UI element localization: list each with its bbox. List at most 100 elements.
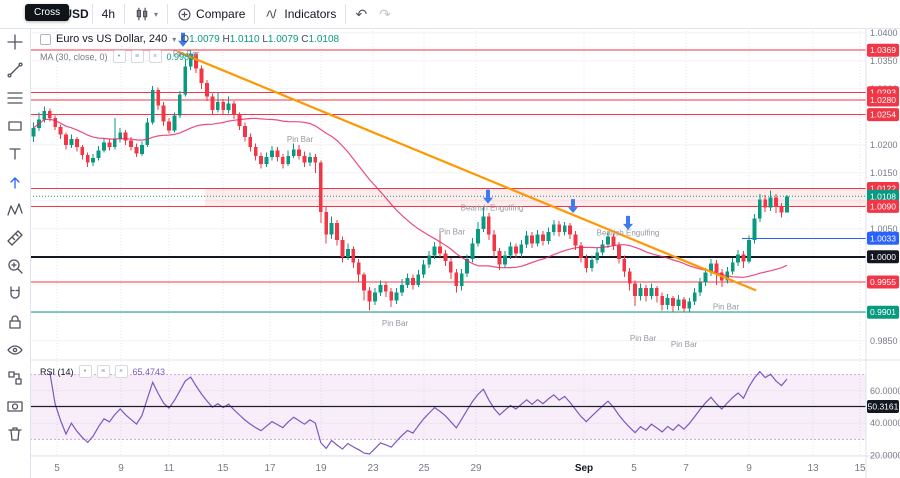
tool-zoom-in[interactable] <box>0 252 30 280</box>
svg-text:1.0350: 1.0350 <box>870 56 898 66</box>
object-tree-icon <box>8 371 22 385</box>
svg-text:1.0108: 1.0108 <box>870 191 896 201</box>
svg-text:20.0000: 20.0000 <box>870 451 900 461</box>
rsi-legend[interactable]: RSI (14) • ≡ × 65.4743 <box>40 365 165 378</box>
arrow-marker-icon <box>10 177 20 189</box>
tool-xabcd-pattern[interactable] <box>0 196 30 224</box>
svg-text:1.0200: 1.0200 <box>870 140 898 150</box>
ma-value: 0.9983 <box>166 51 195 62</box>
rsi-remove-icon[interactable]: × <box>114 365 128 378</box>
svg-text:1.0050: 1.0050 <box>870 224 898 234</box>
compare-icon <box>178 8 191 20</box>
indicators-label: Indicators <box>284 7 337 21</box>
tool-rectangle[interactable] <box>0 112 30 140</box>
svg-text:11: 11 <box>164 463 175 474</box>
ohlc-key: L <box>262 33 268 45</box>
svg-text:1.0033: 1.0033 <box>870 233 896 243</box>
svg-text:Pin Bar: Pin Bar <box>287 135 314 144</box>
zoom-in-icon <box>8 259 23 274</box>
legend-source-icon <box>40 33 51 45</box>
tool-trend-line[interactable] <box>0 56 30 84</box>
indicators-button[interactable]: Indicators <box>258 0 342 28</box>
ma-legend[interactable]: MA (30, close, 0) • ≡ × 0.9983 <box>40 50 194 63</box>
tool-lock[interactable] <box>0 308 30 336</box>
compare-button[interactable]: Compare <box>171 0 251 28</box>
rsi-settings-icon[interactable]: ≡ <box>96 365 110 378</box>
main-legend[interactable]: Euro vs US Dollar, 240 ▾ O1.0079 H1.0110… <box>40 33 339 45</box>
tool-camera[interactable] <box>0 392 30 420</box>
toolbar-separator <box>254 4 256 24</box>
ma-line <box>33 117 788 278</box>
svg-text:0.9850: 0.9850 <box>870 336 898 346</box>
ma-label: MA (30, close, 0) <box>40 51 108 62</box>
undo-button[interactable]: ↶ <box>355 5 368 22</box>
svg-text:Sep: Sep <box>575 463 593 474</box>
top-toolbar: EURUSD 4h ▾ Compare Indicators ↶ ↷ <box>0 0 900 29</box>
price-chart[interactable]: Pin Bar Pin Bar Pin Bar Pin Bar Pin Bar Pin B… <box>30 28 900 478</box>
tool-crosshair[interactable] <box>0 28 30 56</box>
svg-text:1.0280: 1.0280 <box>870 95 896 105</box>
chart-canvas[interactable]: Pin Bar Pin Bar Pin Bar Pin Bar Pin Bar Pin B… <box>30 28 900 478</box>
ma-settings-icon[interactable]: ≡ <box>130 50 144 63</box>
trendline <box>177 50 757 292</box>
svg-text:19: 19 <box>315 463 327 474</box>
tool-text[interactable] <box>0 140 30 168</box>
svg-text:0.9901: 0.9901 <box>870 307 896 317</box>
interval-button[interactable]: 4h <box>101 7 116 21</box>
svg-text:Pin Bar: Pin Bar <box>382 319 409 328</box>
svg-text:7: 7 <box>683 463 689 474</box>
annotation-labels: Pin Bar Pin Bar Pin Bar Pin Bar Pin Bar Pin B… <box>173 49 740 349</box>
svg-text:Bearish Engulfing: Bearish Engulfing <box>461 203 524 212</box>
ohlc-key: O <box>181 33 190 45</box>
svg-text:1.0000: 1.0000 <box>870 252 896 262</box>
svg-text:40.0000: 40.0000 <box>870 418 900 428</box>
ma-hide-icon[interactable]: • <box>112 50 126 63</box>
rectangle-icon <box>8 121 22 131</box>
rsi-value: 65.4743 <box>132 366 166 377</box>
toolbar-separator <box>124 4 126 24</box>
ohlc-value: 1.0079 <box>267 33 299 45</box>
tool-magnet[interactable] <box>0 280 30 308</box>
rsi-hide-icon[interactable]: • <box>78 365 92 378</box>
svg-text:5: 5 <box>54 463 60 474</box>
ohlc-key: H <box>222 33 230 45</box>
text-icon <box>9 148 21 160</box>
svg-text:25: 25 <box>418 463 430 474</box>
ohlc-values: O1.0079 H1.0110 L1.0079 C1.0108 <box>181 34 339 45</box>
svg-text:13: 13 <box>807 463 819 474</box>
chevron-down-icon: ▾ <box>154 9 159 19</box>
pane-separators <box>30 28 900 478</box>
chevron-down-icon[interactable]: ▾ <box>172 34 177 44</box>
tool-fib-retracement[interactable] <box>0 84 30 112</box>
svg-text:Pin Bar: Pin Bar <box>713 302 740 311</box>
svg-text:60.0000: 60.0000 <box>870 386 900 396</box>
svg-text:5: 5 <box>631 463 637 474</box>
tool-trash[interactable] <box>0 420 30 448</box>
rsi-line <box>49 370 788 455</box>
chart-type-button[interactable]: ▾ <box>128 0 164 28</box>
xabcd-pattern-icon <box>7 203 23 216</box>
svg-text:9: 9 <box>118 463 124 474</box>
ma-remove-icon[interactable]: × <box>148 50 162 63</box>
camera-icon <box>7 401 23 412</box>
svg-text:50.3161: 50.3161 <box>868 402 899 412</box>
tool-ruler[interactable] <box>0 224 30 252</box>
svg-text:23: 23 <box>367 463 379 474</box>
svg-text:Bearish Engulfing: Bearish Engulfing <box>597 229 660 238</box>
svg-text:15: 15 <box>217 463 229 474</box>
crosshair-icon <box>7 34 23 50</box>
candles <box>31 50 789 313</box>
redo-button[interactable]: ↷ <box>379 5 391 22</box>
tool-eye[interactable] <box>0 336 30 364</box>
svg-text:1.0090: 1.0090 <box>870 201 896 211</box>
svg-text:1.0150: 1.0150 <box>870 168 898 178</box>
lock-icon <box>9 315 21 329</box>
trend-line-icon <box>7 62 23 78</box>
tool-object-tree[interactable] <box>0 364 30 392</box>
toolbar-separator <box>345 4 347 24</box>
annotation-arrows <box>178 32 633 230</box>
indicators-icon <box>266 8 278 19</box>
tool-arrow-marker[interactable] <box>0 168 30 196</box>
svg-text:15: 15 <box>854 463 866 474</box>
